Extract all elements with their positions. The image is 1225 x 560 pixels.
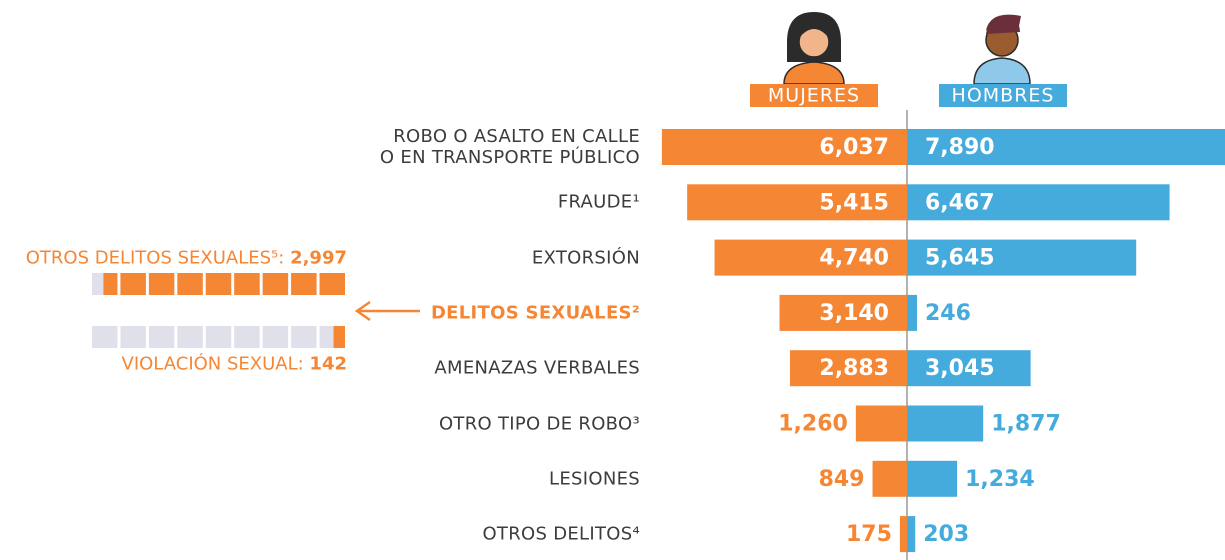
segment bbox=[234, 273, 260, 295]
value-label: 7,890 bbox=[925, 135, 995, 160]
arrow bbox=[354, 300, 420, 322]
value-label: 1,260 bbox=[778, 412, 848, 437]
value-label: 4,740 bbox=[819, 246, 889, 271]
value-label: 5,415 bbox=[819, 190, 889, 215]
segment-bg bbox=[234, 326, 260, 348]
breakdown-text: VIOLACIÓN SEXUAL: bbox=[121, 353, 304, 375]
value-label: 6,467 bbox=[925, 190, 995, 215]
category-label: OTRO TIPO DE ROBO³ bbox=[438, 413, 640, 434]
bar bbox=[872, 460, 907, 497]
segment bbox=[291, 273, 317, 295]
bar bbox=[907, 184, 1170, 221]
breakdown-label: OTROS DELITOS SEXUALES⁵: 2,997 bbox=[26, 248, 347, 269]
value-label: 6,037 bbox=[819, 135, 889, 160]
segment bbox=[103, 273, 118, 295]
category-label: OTROS DELITOS⁴ bbox=[482, 523, 640, 545]
women-icon bbox=[783, 12, 845, 85]
bar bbox=[907, 460, 958, 497]
value-label: 203 bbox=[923, 522, 969, 547]
segment bbox=[333, 326, 345, 348]
breakdown-value: 2,997 bbox=[290, 247, 347, 269]
segment bbox=[177, 273, 203, 295]
value-label: 3,045 bbox=[925, 356, 995, 381]
bar bbox=[907, 239, 1137, 276]
bar bbox=[661, 129, 907, 165]
value-label: 175 bbox=[846, 522, 892, 547]
breakdown-value: 142 bbox=[309, 353, 347, 375]
segment bbox=[148, 273, 175, 295]
segment-bg bbox=[262, 326, 289, 348]
legend-box bbox=[939, 84, 1067, 107]
bar bbox=[714, 239, 907, 276]
value-label: 849 bbox=[819, 467, 865, 492]
legend-label: MUJERES bbox=[768, 85, 860, 107]
segment bbox=[262, 273, 289, 295]
bar bbox=[899, 516, 907, 553]
segment-bg bbox=[177, 326, 203, 348]
segment-bg bbox=[120, 326, 146, 348]
segment-bg bbox=[148, 326, 175, 348]
bar bbox=[907, 405, 984, 442]
segment-bg bbox=[205, 326, 232, 348]
category-label: EXTORSIÓN bbox=[531, 247, 640, 269]
segment-bg bbox=[291, 326, 317, 348]
value-label: 246 bbox=[925, 301, 971, 326]
category-label: AMENAZAS VERBALES bbox=[434, 357, 640, 379]
segment bbox=[120, 273, 146, 295]
category-label: FRAUDE¹ bbox=[557, 191, 640, 213]
segment bbox=[205, 273, 232, 295]
bar bbox=[907, 516, 916, 553]
value-label: 1,234 bbox=[965, 467, 1035, 492]
breakdown-text: OTROS DELITOS SEXUALES⁵: bbox=[25, 247, 285, 269]
bar bbox=[907, 129, 1225, 165]
legend-box bbox=[750, 84, 878, 107]
category-label: LESIONES bbox=[549, 468, 640, 490]
bar bbox=[907, 294, 917, 331]
men-icon bbox=[973, 14, 1031, 85]
value-label: 3,140 bbox=[819, 301, 889, 326]
bar bbox=[687, 184, 907, 221]
value-label: 1,877 bbox=[991, 412, 1061, 437]
bar bbox=[855, 405, 907, 442]
category-label: ROBO O ASALTO EN CALLE O EN TRANSPORTE P… bbox=[379, 126, 640, 168]
category-label: DELITOS SEXUALES² bbox=[430, 302, 640, 324]
value-label: 5,645 bbox=[925, 246, 995, 271]
bar bbox=[907, 350, 1031, 387]
bar bbox=[779, 294, 907, 331]
bar bbox=[789, 350, 907, 387]
segment-bg bbox=[92, 326, 118, 348]
breakdown-label: VIOLACIÓN SEXUAL: 142 bbox=[122, 354, 347, 375]
legend-label: HOMBRES bbox=[952, 85, 1055, 107]
value-label: 2,883 bbox=[819, 356, 889, 381]
segment bbox=[319, 273, 345, 295]
